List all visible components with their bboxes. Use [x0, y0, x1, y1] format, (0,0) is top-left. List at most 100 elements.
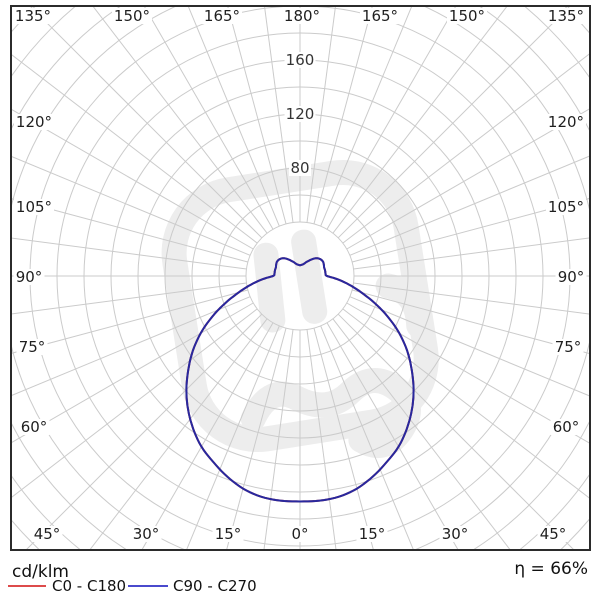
angle-label: 15° [215, 525, 242, 543]
angle-label: 105° [16, 198, 52, 216]
legend-label-c0-c180: C0 - C180 [52, 577, 126, 595]
angle-label: 45° [34, 525, 61, 543]
curve-c90-c270 [185, 257, 415, 503]
angle-label: 75° [555, 338, 582, 356]
angle-label: 30° [442, 525, 469, 543]
grid-ray [12, 289, 248, 354]
grid-ray [320, 325, 414, 549]
grid-ray [326, 7, 456, 230]
grid-ray [12, 302, 254, 443]
grid-ray [342, 53, 589, 244]
grid-ray [12, 282, 247, 315]
grid-ray [349, 155, 589, 256]
grid-ray [306, 329, 337, 549]
watermark-logo [161, 159, 439, 459]
grid-ray [353, 282, 589, 315]
angle-label: 150° [449, 7, 485, 25]
grid-ray [89, 318, 268, 549]
grid-ray [12, 156, 251, 256]
angle-label: 120° [16, 113, 52, 131]
angle-label: 180° [284, 7, 320, 25]
grid-ray [346, 108, 589, 250]
angle-label-bg [13, 269, 45, 285]
legend-item-c0-c180: C0 - C180 [8, 577, 126, 595]
angle-label-bg [552, 339, 584, 355]
angle-label-bg [439, 526, 471, 542]
grid-ray [12, 308, 258, 498]
angle-label: 105° [548, 198, 584, 216]
angle-label-bg [550, 419, 582, 435]
angle-label-bg [282, 8, 322, 24]
ring-label-bg [284, 52, 316, 68]
angle-label-bg [112, 8, 152, 24]
units-label: cd/klm [12, 562, 69, 582]
grid-ray [320, 7, 412, 227]
angle-label-bg [16, 339, 48, 355]
grid-ray [12, 296, 251, 396]
grid-ray [227, 7, 287, 224]
grid-ray [12, 198, 248, 263]
grid-ray [26, 313, 263, 549]
grid-ray [188, 7, 280, 227]
grid-ray [352, 198, 589, 263]
grid-labels: 135° 150° 165° 180° 165° 150° 135° 120° 105° 90° 7… [13, 7, 587, 543]
angle-label-bg [356, 526, 388, 542]
angle-label: 60° [21, 418, 48, 436]
angle-label-bg [14, 114, 54, 130]
grid-ray [263, 329, 294, 549]
grid-ray [352, 289, 589, 354]
angle-label: 150° [114, 7, 150, 25]
grid-ray [144, 7, 274, 230]
grid-ray [306, 7, 336, 223]
angle-label: 90° [16, 268, 43, 286]
grid-ray [12, 237, 247, 270]
angle-label: 45° [540, 525, 567, 543]
angle-label: 75° [19, 338, 46, 356]
legend-label-c90-c270: C90 - C270 [173, 577, 257, 595]
angle-label-bg [18, 419, 50, 435]
grid-ray [332, 318, 511, 549]
legend-item-c90-c270: C90 - C270 [128, 577, 257, 595]
grid-ray [326, 322, 459, 549]
grid-ray [313, 328, 374, 549]
grid-ray [346, 302, 589, 444]
angle-label: 0° [291, 525, 308, 543]
grid-ray [12, 109, 254, 250]
angle-label-bg [13, 8, 53, 24]
chart-frame [10, 5, 591, 551]
angle-label-bg [212, 526, 244, 542]
angle-label: 135° [548, 7, 584, 25]
angle-label-bg [447, 8, 487, 24]
grid-ray [313, 7, 373, 224]
angle-label-bg [360, 8, 400, 24]
ring-label-bg [289, 160, 311, 176]
angle-label: 60° [553, 418, 580, 436]
grid-ray [349, 296, 589, 397]
ring-label: 160 [286, 51, 315, 69]
grid-ray [342, 308, 589, 499]
angle-label-bg [546, 114, 586, 130]
angle-label-bg [546, 199, 586, 215]
ring-label-bg [284, 106, 316, 122]
angle-label-bg [546, 8, 586, 24]
grid-ray [332, 7, 508, 234]
grid-ray [264, 7, 294, 223]
grid-ray [92, 7, 268, 234]
angle-label-bg [202, 8, 242, 24]
grid-ray [353, 237, 589, 270]
grid-ray [186, 325, 280, 549]
angle-label-bg [130, 526, 162, 542]
grid-ray [226, 328, 287, 549]
grid-ray [141, 322, 274, 549]
angle-label: 165° [362, 7, 398, 25]
grid-ray [12, 54, 258, 244]
angle-label-bg [537, 526, 569, 542]
legend: C0 - C180 C90 - C270 [8, 577, 257, 595]
angle-label: 90° [558, 268, 585, 286]
angle-label: 30° [133, 525, 160, 543]
angle-label-bg [555, 269, 587, 285]
angle-label: 15° [359, 525, 386, 543]
